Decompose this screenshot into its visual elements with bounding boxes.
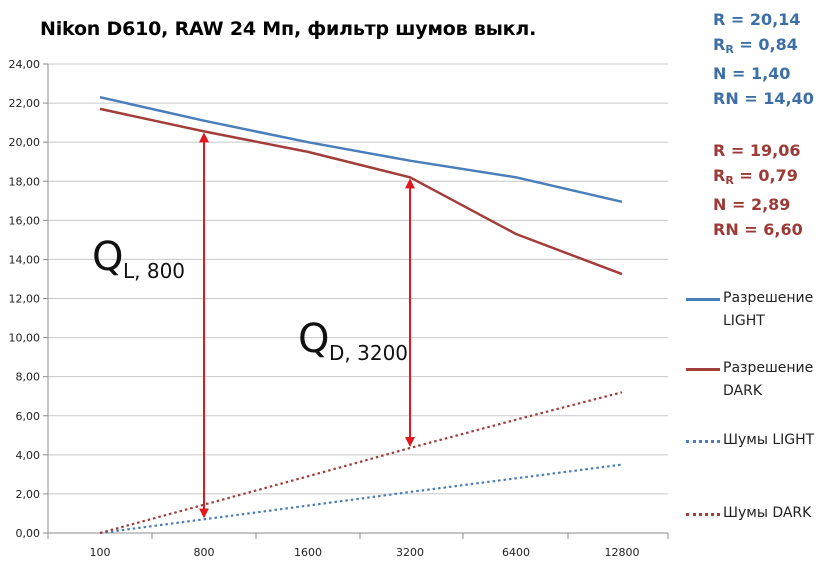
annotation-label-main: Q	[298, 316, 329, 362]
y-tick-label: 12,00	[9, 293, 41, 306]
annotation-label-sub: D, 3200	[329, 341, 408, 365]
legend-label-resolution-light: Разрешение LIGHT	[723, 287, 832, 333]
legend-label-noise-dark: Шумы DARK	[723, 502, 832, 525]
x-tick-label: 3200	[396, 546, 424, 559]
stats-light-n: N = 1,40	[713, 62, 814, 87]
y-tick-label: 24,00	[9, 58, 41, 71]
stats-light-rr: RR = 0,84	[713, 33, 814, 63]
x-tick-label: 12800	[605, 546, 640, 559]
stats-dark: R = 19,06 RR = 0,79 N = 2,89 RN = 6,60	[713, 139, 803, 242]
x-tick-label: 6400	[502, 546, 530, 559]
stats-light-rn: RN = 14,40	[713, 87, 814, 112]
y-tick-label: 22,00	[9, 97, 41, 110]
y-tick-label: 10,00	[9, 332, 41, 345]
y-tick-label: 6,00	[16, 410, 41, 423]
y-tick-label: 14,00	[9, 253, 41, 266]
stats-dark-rr: RR = 0,79	[713, 164, 803, 194]
stats-dark-n: N = 2,89	[713, 193, 803, 218]
annotation-label-main: Q	[92, 234, 123, 280]
series-line-2	[100, 465, 622, 533]
stats-light: R = 20,14 RR = 0,84 N = 1,40 RN = 14,40	[713, 8, 814, 111]
x-tick-label: 800	[194, 546, 215, 559]
y-tick-label: 18,00	[9, 175, 41, 188]
y-tick-label: 20,00	[9, 136, 41, 149]
legend-label-noise-light: Шумы LIGHT	[723, 429, 832, 452]
y-tick-label: 8,00	[16, 371, 41, 384]
stats-dark-rn: RN = 6,60	[713, 218, 803, 243]
y-tick-label: 4,00	[16, 449, 41, 462]
annotation-label-sub: L, 800	[123, 259, 185, 283]
legend-label-resolution-dark: Разрешение DARK	[723, 357, 832, 403]
y-tick-label: 0,00	[16, 527, 41, 540]
stats-light-r: R = 20,14	[713, 8, 814, 33]
series-line-1	[100, 109, 622, 274]
series-line-0	[100, 97, 622, 202]
legend-swatch-noise-light	[686, 440, 720, 443]
series-line-3	[100, 392, 622, 533]
legend-swatch-resolution-dark	[686, 368, 720, 371]
chart-title: Nikon D610, RAW 24 Мп, фильтр шумов выкл…	[40, 18, 536, 40]
x-tick-label: 100	[90, 546, 111, 559]
x-tick-label: 1600	[294, 546, 322, 559]
legend-swatch-resolution-light	[686, 298, 720, 301]
legend-swatch-noise-dark	[686, 513, 720, 516]
y-tick-label: 2,00	[16, 488, 41, 501]
y-tick-label: 16,00	[9, 214, 41, 227]
stats-dark-r: R = 19,06	[713, 139, 803, 164]
